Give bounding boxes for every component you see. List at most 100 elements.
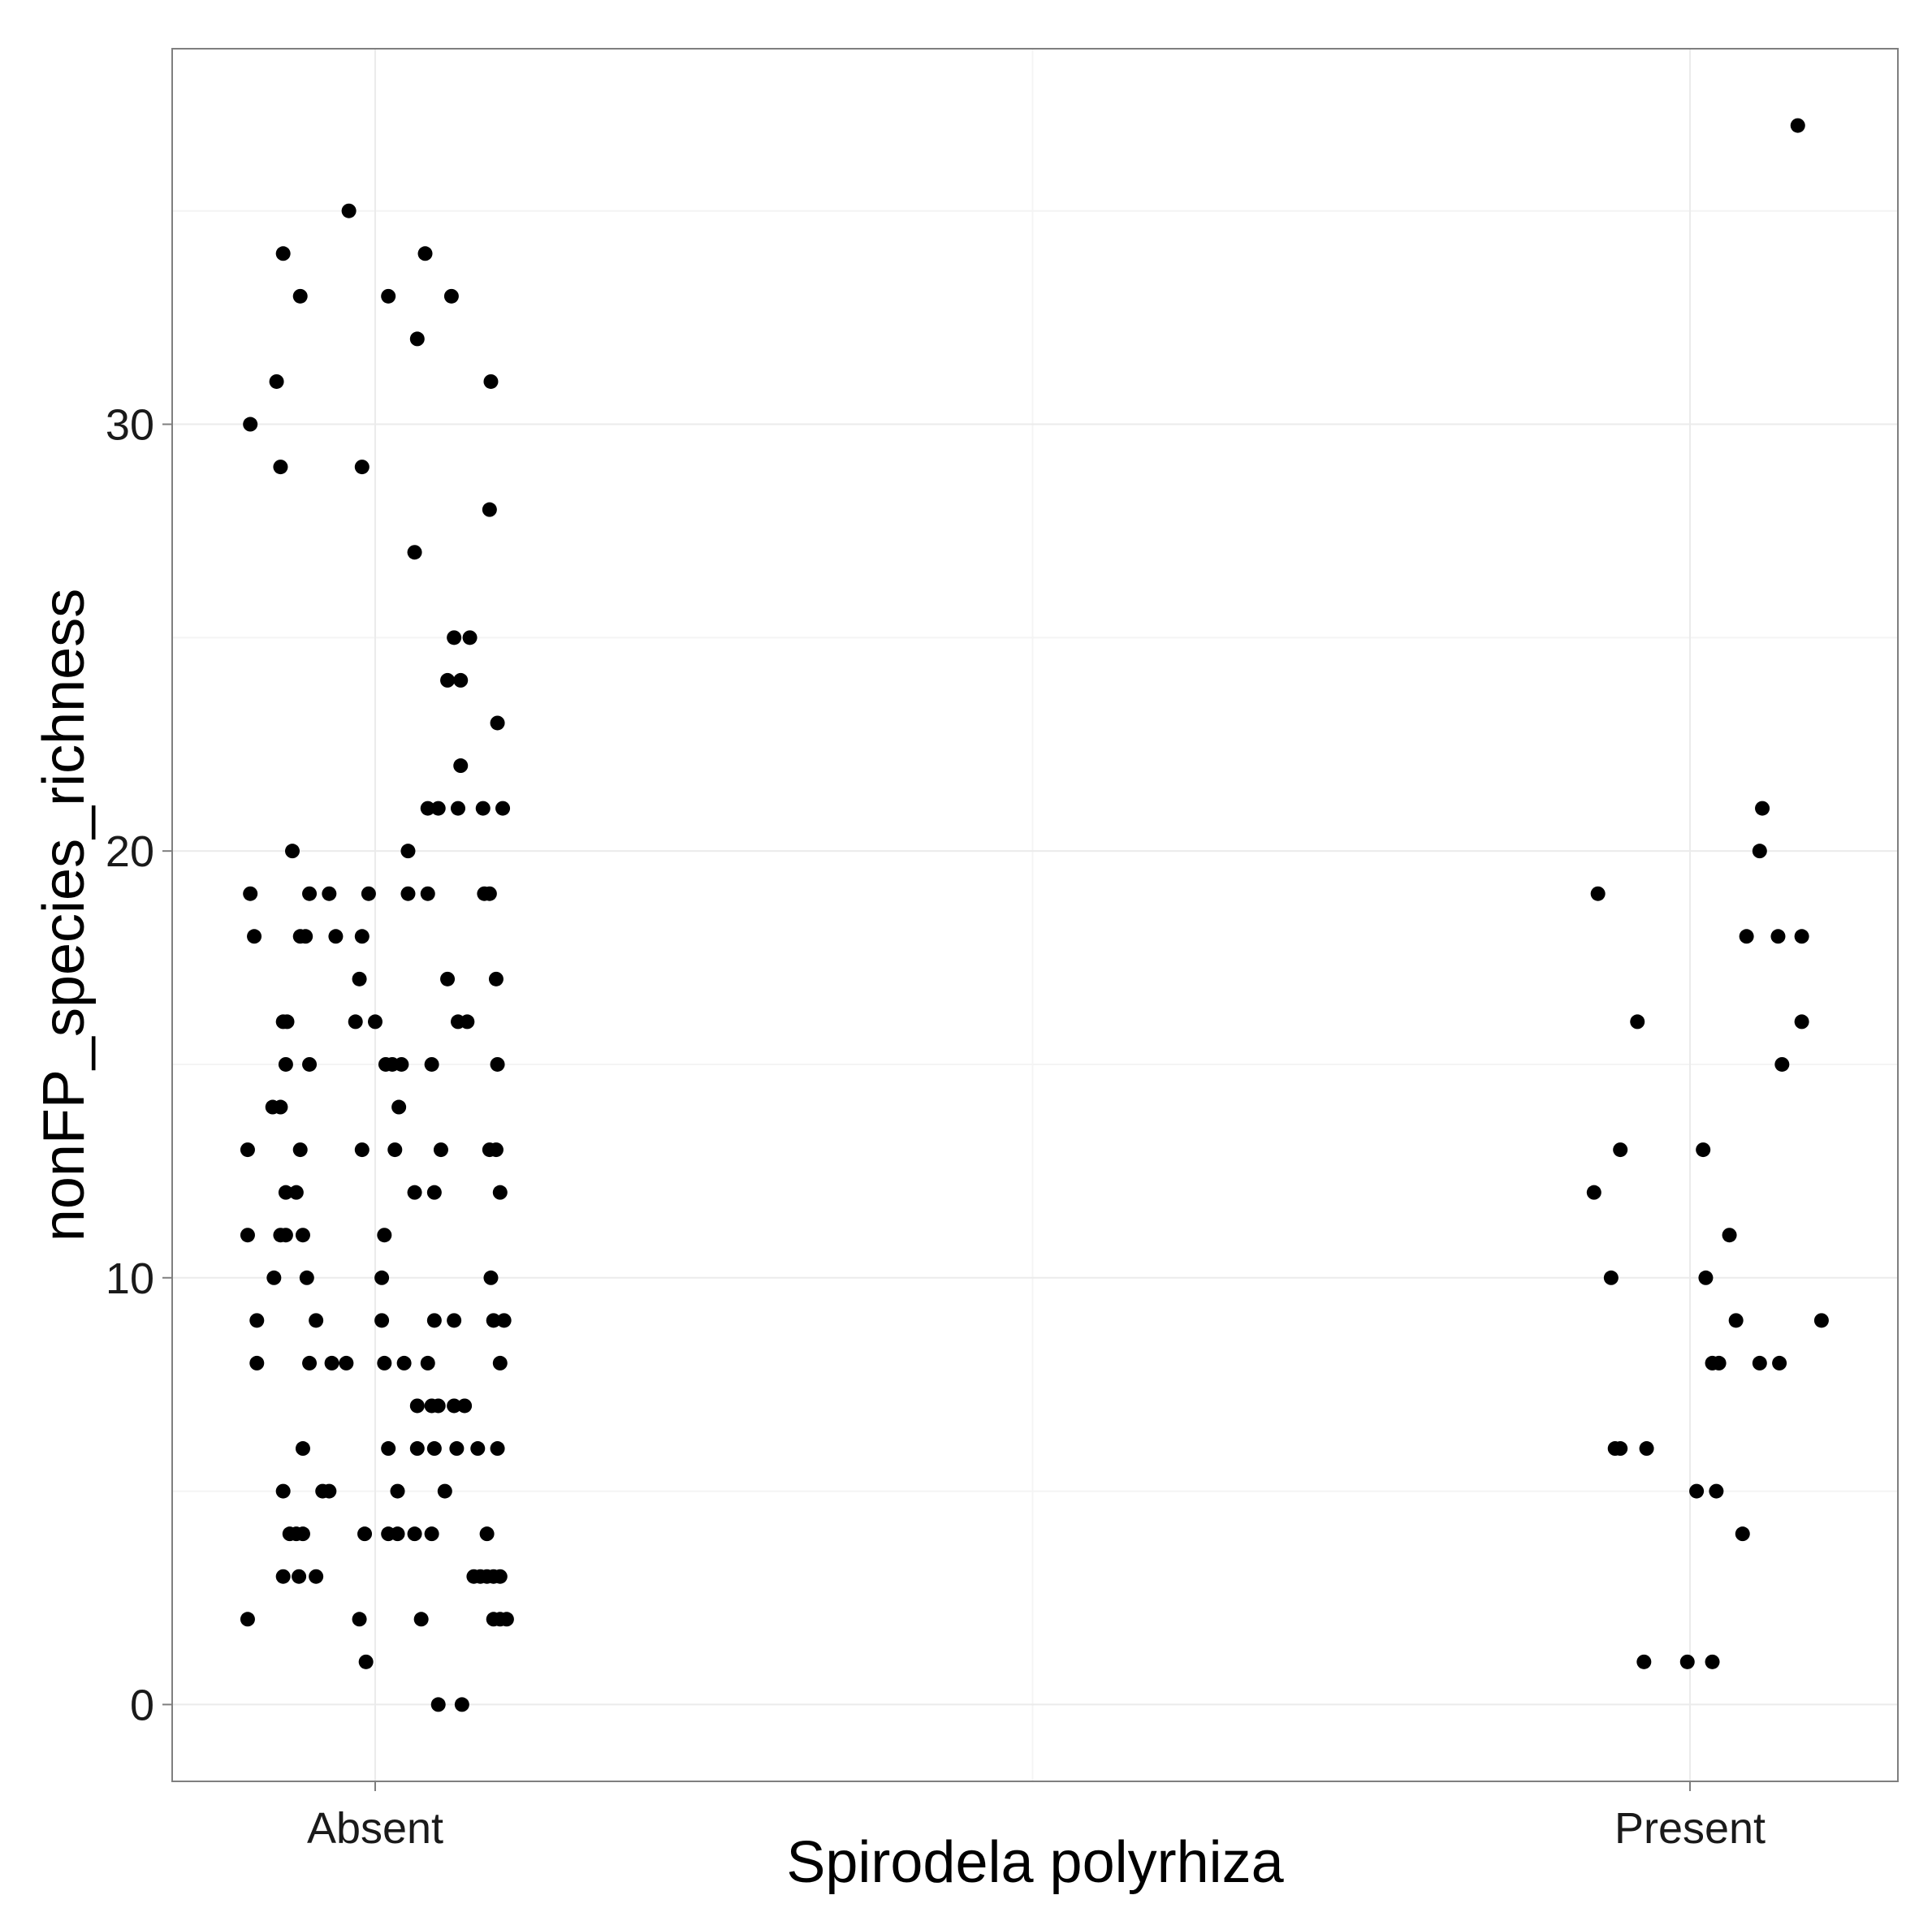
data-point xyxy=(450,801,465,816)
data-point xyxy=(1752,1355,1767,1371)
x-tick-label: Absent xyxy=(307,1804,443,1853)
data-point xyxy=(454,1697,469,1712)
data-point xyxy=(1794,929,1809,944)
data-point xyxy=(1752,844,1767,859)
data-point xyxy=(499,1612,514,1627)
x-tick-label: Present xyxy=(1614,1804,1766,1853)
data-point xyxy=(348,1014,363,1030)
data-point xyxy=(420,801,435,816)
data-points xyxy=(240,118,1829,1712)
data-point xyxy=(492,1569,508,1584)
data-point xyxy=(1586,1185,1601,1200)
data-point xyxy=(1679,1654,1695,1669)
data-point xyxy=(426,1185,442,1200)
data-point xyxy=(460,1014,475,1030)
data-point xyxy=(352,971,367,986)
data-point xyxy=(391,1099,407,1115)
data-point xyxy=(269,373,284,389)
grid-lines xyxy=(172,49,1898,1781)
data-point xyxy=(240,1142,255,1158)
data-point xyxy=(1698,1270,1714,1285)
data-point xyxy=(490,1441,505,1457)
data-point xyxy=(482,502,497,517)
data-point xyxy=(492,1355,508,1371)
data-point xyxy=(302,1355,318,1371)
data-point xyxy=(1790,118,1805,133)
y-tick-label: 30 xyxy=(106,401,154,450)
data-point xyxy=(490,1056,505,1072)
data-point xyxy=(479,1526,495,1542)
data-point xyxy=(400,886,416,901)
data-point xyxy=(249,1313,265,1328)
data-point xyxy=(407,1185,422,1200)
data-point xyxy=(243,886,258,901)
data-point xyxy=(1813,1313,1829,1328)
data-point xyxy=(1689,1483,1705,1499)
data-point xyxy=(357,1526,373,1542)
data-point xyxy=(447,1398,462,1414)
data-point xyxy=(324,1355,339,1371)
data-point xyxy=(447,630,462,645)
data-point xyxy=(449,1441,465,1457)
data-point xyxy=(358,1654,374,1669)
data-point xyxy=(488,971,504,986)
data-point xyxy=(275,1569,291,1584)
data-point xyxy=(424,1056,439,1072)
data-point xyxy=(339,1355,354,1371)
data-point xyxy=(420,1355,435,1371)
data-point xyxy=(453,758,469,774)
data-point xyxy=(381,1441,396,1457)
data-point xyxy=(390,1526,405,1542)
data-point xyxy=(424,1526,439,1542)
data-point xyxy=(292,288,308,304)
data-point xyxy=(381,288,396,304)
data-point xyxy=(462,630,478,645)
data-point xyxy=(322,1483,337,1499)
data-point xyxy=(433,1142,448,1158)
data-point xyxy=(1711,1355,1727,1371)
data-point xyxy=(430,1398,446,1414)
y-tick-label: 10 xyxy=(106,1254,154,1303)
data-point xyxy=(1636,1654,1652,1669)
data-point xyxy=(483,373,499,389)
data-point xyxy=(322,886,337,901)
data-point xyxy=(298,929,313,944)
data-point xyxy=(482,886,497,901)
data-point xyxy=(1770,929,1786,944)
data-point xyxy=(377,1228,392,1243)
data-point xyxy=(1735,1526,1750,1542)
data-point xyxy=(457,1398,473,1414)
data-point xyxy=(292,1142,308,1158)
data-point xyxy=(1794,1014,1809,1030)
data-point xyxy=(1613,1441,1628,1457)
data-point xyxy=(495,801,511,816)
data-point xyxy=(1630,1014,1645,1030)
data-point xyxy=(302,886,318,901)
data-point xyxy=(1590,886,1606,901)
data-point xyxy=(407,545,422,560)
data-point xyxy=(409,1398,425,1414)
data-point xyxy=(240,1228,255,1243)
data-point xyxy=(273,460,288,475)
data-point xyxy=(475,801,491,816)
data-point xyxy=(266,1270,282,1285)
data-point xyxy=(390,1483,405,1499)
data-point xyxy=(440,672,456,688)
data-point xyxy=(420,886,435,901)
data-point xyxy=(407,1526,422,1542)
data-point xyxy=(1639,1441,1654,1457)
data-point xyxy=(328,929,344,944)
data-point xyxy=(440,971,456,986)
data-point xyxy=(354,929,370,944)
data-point xyxy=(309,1313,324,1328)
data-point xyxy=(1705,1654,1720,1669)
data-point xyxy=(409,1441,425,1457)
data-point xyxy=(447,1313,462,1328)
data-point xyxy=(400,844,416,859)
y-tick-label: 20 xyxy=(106,827,154,876)
data-point xyxy=(352,1612,367,1627)
data-point xyxy=(409,331,425,347)
data-point xyxy=(426,1441,442,1457)
data-point xyxy=(486,1313,501,1328)
data-point xyxy=(354,460,370,475)
